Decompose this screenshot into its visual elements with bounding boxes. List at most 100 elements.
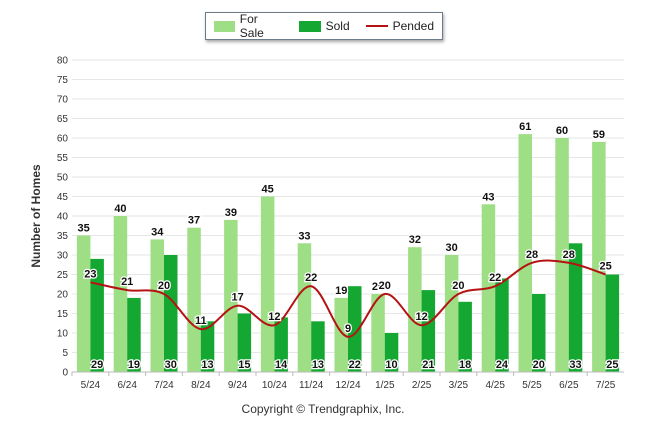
legend-item-sold[interactable]: Sold xyxy=(298,19,350,33)
bar-sold xyxy=(311,321,325,372)
chart-labels: 35 29 23 40 19 21 34 30 20 37 13 11 39 15 17 45 14 12 33 13… xyxy=(76,120,619,372)
bar-sold xyxy=(421,290,436,372)
label-for-sale: 19 xyxy=(335,285,347,297)
label-pended: 28 xyxy=(526,249,538,261)
copyright-text: Copyright © Trendgraphix, Inc. xyxy=(241,402,405,416)
label-for-sale: 45 xyxy=(262,184,274,196)
label-pended: 20 xyxy=(452,280,464,292)
y-tick-label: 55 xyxy=(57,153,69,164)
bar-for-sale xyxy=(76,235,91,372)
y-tick-label: 30 xyxy=(57,251,69,262)
chart-line xyxy=(90,259,606,338)
label-pended: 20 xyxy=(158,280,170,292)
bar-sold xyxy=(495,278,509,372)
legend-label-pended: Pended xyxy=(392,19,434,33)
label-for-sale: 60 xyxy=(556,125,568,137)
label-sold: 10 xyxy=(385,359,397,371)
label-sold: 25 xyxy=(606,359,618,371)
x-tick-label: 6/25 xyxy=(559,380,579,391)
legend-label-for-sale: For Sale xyxy=(239,12,264,40)
label-for-sale: 40 xyxy=(114,203,126,215)
bar-for-sale xyxy=(592,141,606,372)
y-tick-label: 25 xyxy=(57,270,69,281)
x-tick-label: 2/25 xyxy=(412,380,432,391)
chart-canvas: 35 29 23 40 19 21 34 30 20 37 13 11 39 15 17 45 14 12 33 13… xyxy=(29,56,624,391)
bar-for-sale xyxy=(444,255,459,372)
label-for-sale: 39 xyxy=(225,207,237,219)
y-tick-label: 35 xyxy=(57,231,69,242)
x-tick-label: 7/25 xyxy=(596,380,616,391)
y-tick-label: 40 xyxy=(57,212,69,223)
bar-sold xyxy=(200,321,215,372)
bar-sold xyxy=(237,313,252,372)
bar-sold xyxy=(127,297,141,372)
label-sold: 33 xyxy=(569,359,581,371)
bar-sold xyxy=(274,317,288,372)
x-tick-label: 12/24 xyxy=(335,380,360,391)
label-pended: 9 xyxy=(345,323,351,335)
y-tick-label: 15 xyxy=(57,309,69,320)
x-tick-label: 5/24 xyxy=(81,380,101,391)
bar-sold xyxy=(384,333,399,372)
legend-label-sold: Sold xyxy=(325,19,350,33)
pended-line xyxy=(90,259,606,338)
bar-sold xyxy=(458,301,472,372)
label-sold: 15 xyxy=(238,359,250,371)
bar-for-sale xyxy=(334,297,348,372)
y-tick-label: 70 xyxy=(57,95,69,106)
bar-for-sale xyxy=(187,227,201,372)
x-tick-label: 3/25 xyxy=(449,380,469,391)
bar-for-sale xyxy=(260,196,275,372)
label-pended: 11 xyxy=(195,315,207,327)
x-tick-label: 4/25 xyxy=(485,380,505,391)
label-pended: 12 xyxy=(268,311,280,323)
bar-for-sale xyxy=(555,138,569,372)
y-axis-title: Number of Homes xyxy=(29,164,43,268)
label-pended: 25 xyxy=(599,261,611,273)
legend-swatch-pended xyxy=(365,25,388,27)
bar-for-sale xyxy=(150,239,164,372)
y-tick-label: 45 xyxy=(57,192,69,203)
y-tick-label: 60 xyxy=(57,134,69,145)
label-sold: 29 xyxy=(91,359,103,371)
chart-bars xyxy=(76,134,620,372)
x-tick-label: 11/24 xyxy=(299,380,324,391)
bar-sold xyxy=(164,255,178,372)
y-tick-label: 10 xyxy=(57,329,69,340)
label-pended: 20 xyxy=(379,280,391,292)
legend-item-pended[interactable]: Pended xyxy=(365,19,434,33)
bar-sold xyxy=(605,274,620,372)
legend-swatch-for-sale xyxy=(214,20,235,32)
label-pended: 22 xyxy=(305,272,317,284)
label-pended: 12 xyxy=(415,311,427,323)
label-for-sale: 32 xyxy=(409,234,421,246)
y-tick-label: 20 xyxy=(57,290,69,301)
label-sold: 19 xyxy=(128,359,140,371)
x-tick-label: 7/24 xyxy=(154,380,174,391)
legend-item-for-sale[interactable]: For Sale xyxy=(214,12,283,40)
label-sold: 24 xyxy=(496,359,509,371)
label-for-sale: 37 xyxy=(188,215,200,227)
label-for-sale: 35 xyxy=(78,223,90,235)
x-tick-label: 10/24 xyxy=(262,380,287,391)
bar-for-sale xyxy=(297,243,312,372)
y-tick-label: 65 xyxy=(57,114,69,125)
label-sold: 14 xyxy=(275,359,288,371)
bar-sold xyxy=(532,294,546,372)
label-sold: 18 xyxy=(459,359,471,371)
x-tick-label: 6/24 xyxy=(117,380,137,391)
legend-swatch-sold xyxy=(298,20,321,32)
label-pended: 28 xyxy=(563,249,575,261)
x-tick-label: 5/25 xyxy=(522,380,542,391)
bar-sold xyxy=(568,243,583,372)
label-pended: 21 xyxy=(121,276,133,288)
y-tick-label: 75 xyxy=(57,75,69,86)
x-tick-label: 8/24 xyxy=(191,380,211,391)
label-for-sale: 33 xyxy=(298,230,310,242)
x-tick-label: 1/25 xyxy=(375,380,395,391)
y-tick-label: 0 xyxy=(62,368,68,379)
y-tick-label: 80 xyxy=(57,56,69,67)
bar-for-sale xyxy=(224,219,238,372)
label-pended: 23 xyxy=(84,268,96,280)
label-for-sale: 61 xyxy=(519,121,531,133)
